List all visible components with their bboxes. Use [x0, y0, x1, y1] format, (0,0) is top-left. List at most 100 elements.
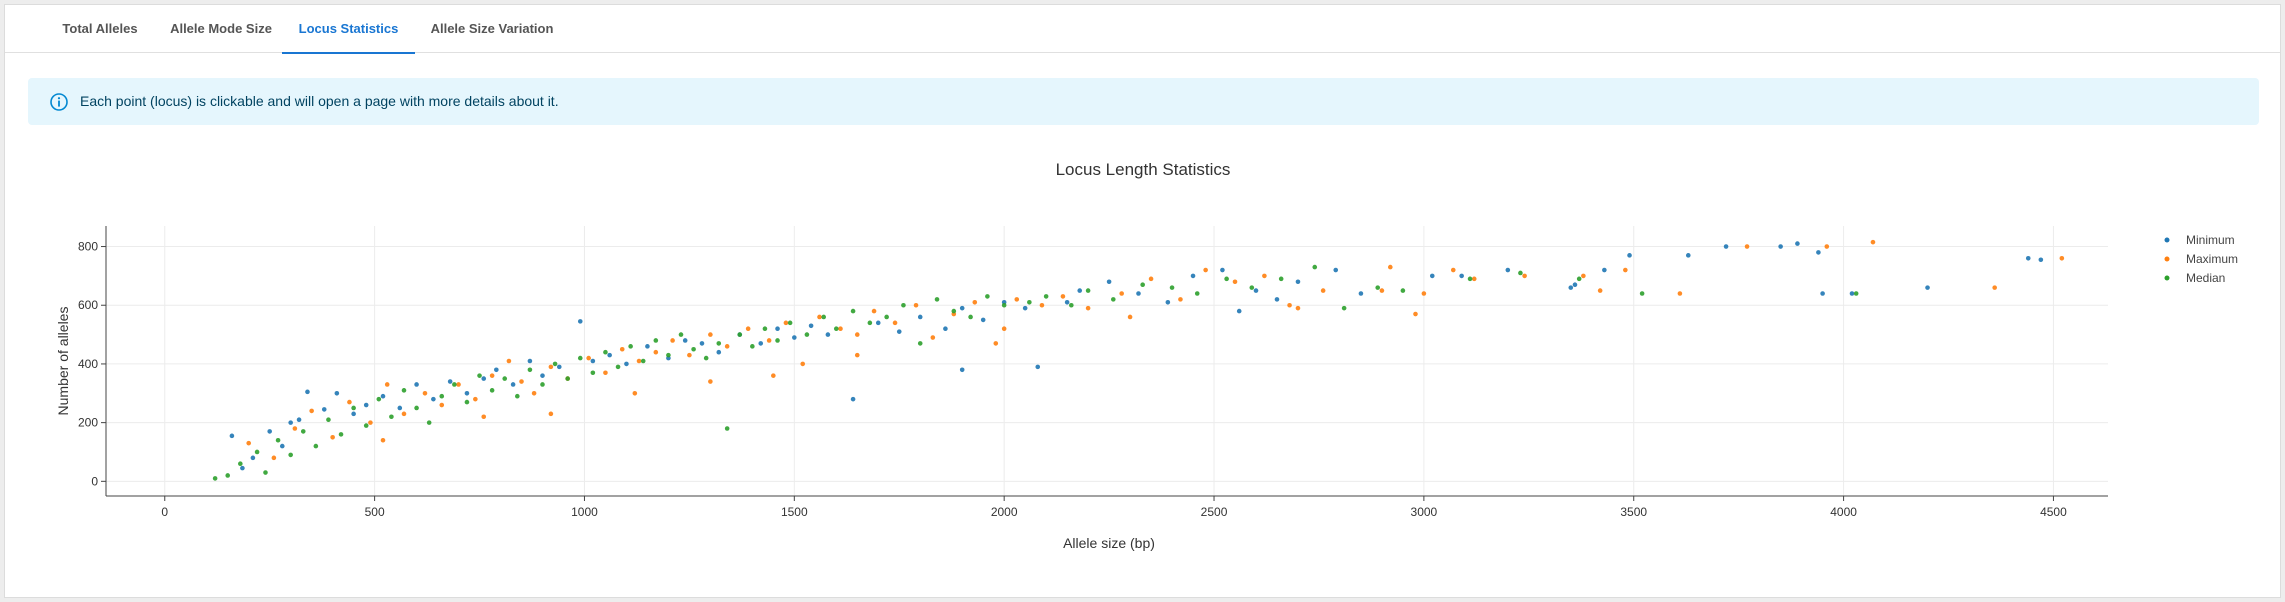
point-minimum[interactable]: [1925, 285, 1930, 290]
point-minimum[interactable]: [397, 405, 403, 411]
point-maximum[interactable]: [783, 320, 789, 326]
point-median[interactable]: [867, 320, 873, 326]
point-median[interactable]: [489, 388, 495, 393]
point-median[interactable]: [985, 294, 990, 299]
point-maximum[interactable]: [380, 437, 386, 443]
point-median[interactable]: [1853, 291, 1859, 296]
point-maximum[interactable]: [439, 402, 445, 408]
point-median[interactable]: [1400, 288, 1406, 293]
point-maximum[interactable]: [930, 335, 936, 340]
point-maximum[interactable]: [854, 332, 860, 337]
point-maximum[interactable]: [531, 390, 537, 396]
point-median[interactable]: [389, 414, 394, 420]
point-maximum[interactable]: [1677, 291, 1683, 296]
point-median[interactable]: [821, 314, 826, 320]
point-median[interactable]: [300, 429, 306, 434]
point-maximum[interactable]: [347, 399, 352, 405]
point-minimum[interactable]: [447, 379, 453, 384]
point-median[interactable]: [565, 376, 570, 381]
point-median[interactable]: [288, 452, 293, 458]
point-median[interactable]: [653, 338, 659, 343]
point-maximum[interactable]: [506, 358, 512, 364]
tab-allele-size-variation[interactable]: Allele Size Variation: [430, 21, 554, 36]
point-maximum[interactable]: [519, 379, 524, 384]
point-minimum[interactable]: [1064, 300, 1070, 305]
point-minimum[interactable]: [464, 390, 470, 396]
point-minimum[interactable]: [1849, 291, 1855, 296]
point-median[interactable]: [577, 355, 583, 361]
point-median[interactable]: [452, 382, 457, 387]
point-median[interactable]: [275, 437, 281, 443]
point-median[interactable]: [313, 443, 319, 449]
point-minimum[interactable]: [1572, 282, 1578, 287]
point-maximum[interactable]: [246, 440, 252, 446]
point-maximum[interactable]: [456, 382, 461, 387]
point-maximum[interactable]: [1320, 288, 1326, 293]
point-minimum[interactable]: [1429, 273, 1435, 279]
point-median[interactable]: [716, 341, 722, 346]
point-maximum[interactable]: [800, 361, 806, 367]
point-median[interactable]: [968, 314, 973, 320]
point-median[interactable]: [1043, 294, 1049, 299]
point-maximum[interactable]: [687, 352, 692, 358]
point-median[interactable]: [615, 364, 621, 370]
point-minimum[interactable]: [527, 358, 533, 364]
point-median[interactable]: [263, 470, 268, 475]
point-maximum[interactable]: [766, 338, 772, 343]
point-minimum[interactable]: [2025, 255, 2031, 261]
point-median[interactable]: [1027, 300, 1032, 305]
point-minimum[interactable]: [590, 358, 596, 364]
point-maximum[interactable]: [993, 341, 999, 346]
point-maximum[interactable]: [636, 358, 642, 364]
point-median[interactable]: [1312, 264, 1318, 270]
point-minimum[interactable]: [229, 433, 235, 439]
point-median[interactable]: [1341, 305, 1347, 311]
point-maximum[interactable]: [1824, 244, 1830, 249]
point-maximum[interactable]: [1421, 291, 1427, 296]
point-minimum[interactable]: [959, 367, 965, 373]
point-minimum[interactable]: [1358, 291, 1364, 296]
point-median[interactable]: [1278, 276, 1284, 282]
point-maximum[interactable]: [708, 379, 713, 384]
legend-label[interactable]: Minimum: [2186, 233, 2235, 247]
point-maximum[interactable]: [586, 355, 591, 361]
point-median[interactable]: [338, 432, 344, 437]
point-minimum[interactable]: [288, 420, 293, 425]
point-maximum[interactable]: [1450, 267, 1456, 273]
point-maximum[interactable]: [271, 455, 277, 461]
point-maximum[interactable]: [1597, 288, 1603, 293]
point-minimum[interactable]: [577, 319, 583, 324]
point-minimum[interactable]: [2038, 257, 2044, 263]
point-maximum[interactable]: [1060, 294, 1066, 299]
tab-locus-statistics[interactable]: Locus Statistics: [282, 5, 415, 54]
point-maximum[interactable]: [1581, 273, 1586, 279]
point-minimum[interactable]: [334, 390, 340, 396]
tab-allele-mode-size[interactable]: Allele Mode Size: [170, 21, 272, 36]
point-minimum[interactable]: [1035, 364, 1041, 370]
point-maximum[interactable]: [1388, 264, 1393, 270]
point-median[interactable]: [640, 358, 646, 364]
point-maximum[interactable]: [745, 326, 751, 332]
point-median[interactable]: [1467, 276, 1473, 282]
point-minimum[interactable]: [1723, 244, 1729, 249]
point-minimum[interactable]: [699, 341, 705, 346]
point-median[interactable]: [414, 405, 419, 411]
point-maximum[interactable]: [1203, 267, 1208, 273]
point-maximum[interactable]: [330, 435, 335, 440]
point-minimum[interactable]: [1627, 253, 1632, 258]
point-minimum[interactable]: [481, 376, 487, 381]
point-maximum[interactable]: [1522, 273, 1527, 279]
point-minimum[interactable]: [1165, 300, 1171, 305]
point-minimum[interactable]: [1136, 291, 1141, 296]
point-maximum[interactable]: [1413, 311, 1418, 317]
point-minimum[interactable]: [510, 382, 516, 387]
point-minimum[interactable]: [556, 364, 562, 370]
point-median[interactable]: [464, 399, 470, 405]
point-median[interactable]: [691, 346, 696, 352]
point-median[interactable]: [1110, 297, 1116, 302]
point-maximum[interactable]: [817, 314, 822, 320]
point-minimum[interactable]: [380, 393, 386, 399]
point-median[interactable]: [917, 341, 923, 346]
point-minimum[interactable]: [959, 305, 965, 311]
point-minimum[interactable]: [363, 402, 369, 408]
